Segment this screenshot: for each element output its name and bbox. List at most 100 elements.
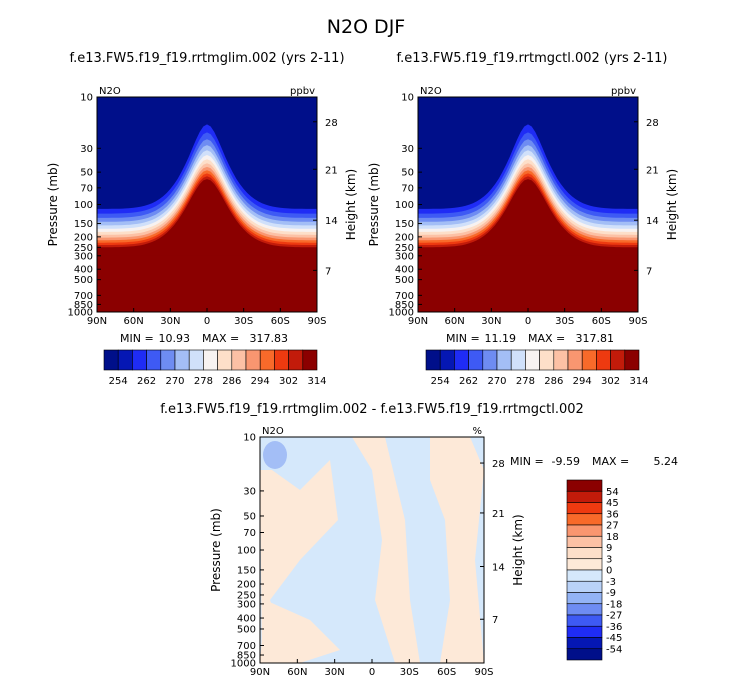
left-ylabel: Pressure (mb) bbox=[46, 163, 60, 247]
diff-colorbar-cell bbox=[566, 558, 603, 571]
left-colorbar-cell bbox=[146, 349, 162, 371]
right-y-tick-label: 700 bbox=[395, 291, 414, 302]
diff-x-tick-label: 90N bbox=[250, 667, 270, 678]
right-colorbar-label: 254 bbox=[431, 376, 450, 387]
diff-ylabel-right: Height (km) bbox=[511, 514, 525, 585]
left-colorbar-cell bbox=[288, 349, 304, 371]
right-colorbar-label: 294 bbox=[573, 376, 592, 387]
diff-colorbar-cell bbox=[566, 625, 603, 638]
left-troposphere-band bbox=[97, 255, 317, 312]
diff-field-label: N2O bbox=[262, 426, 284, 437]
right-colorbar-label: 314 bbox=[629, 376, 648, 387]
left-ylabel-right: Height (km) bbox=[344, 169, 358, 240]
diff-positive-region bbox=[260, 460, 338, 662]
diff-colorbar-cell bbox=[566, 569, 603, 582]
diff-x-tick-label: 90S bbox=[474, 667, 493, 678]
diff-x-tick-label: 30N bbox=[325, 667, 345, 678]
left-x-tick-label: 90N bbox=[87, 316, 107, 327]
diff-colorbar-cell bbox=[566, 502, 603, 515]
right-colorbar-label: 286 bbox=[544, 376, 563, 387]
left-colorbar-cell bbox=[231, 349, 247, 371]
diff-max-value: 5.24 bbox=[654, 455, 679, 468]
diff-negative-patch bbox=[263, 441, 287, 469]
left-x-tick-label: 30S bbox=[234, 316, 253, 327]
diff-colorbar-cell bbox=[566, 524, 603, 537]
left-colorbar-label: 270 bbox=[165, 376, 184, 387]
left-min-label: MIN = bbox=[120, 332, 154, 345]
right-colorbar-label: 278 bbox=[516, 376, 535, 387]
diff-y-tick-label: 500 bbox=[237, 624, 256, 635]
right-colorbar-cell bbox=[596, 349, 611, 371]
diff-colorbar-cell bbox=[566, 513, 603, 526]
right-ylabel-right: Height (km) bbox=[665, 169, 679, 240]
left-y-tick-label: 1000 bbox=[68, 308, 93, 319]
left-colorbar-cell bbox=[259, 349, 275, 371]
right-field-label: N2O bbox=[420, 86, 442, 97]
diff-colorbar-label: 0 bbox=[606, 566, 612, 577]
diff-colorbar-label: 9 bbox=[606, 543, 612, 554]
right-ylabel: Pressure (mb) bbox=[367, 163, 381, 247]
diff-colorbar-label: -54 bbox=[606, 644, 622, 655]
diff-y-tick-label: 250 bbox=[237, 590, 256, 601]
diff-colorbar-label: -45 bbox=[606, 633, 622, 644]
panel-left: f.e13.FW5.f19_f19.rrtmglim.002 (yrs 2-11… bbox=[46, 51, 358, 387]
left-yr-tick-label: 7 bbox=[325, 266, 331, 277]
diff-x-tick-label: 60S bbox=[437, 667, 456, 678]
diff-title: f.e13.FW5.f19_f19.rrtmglim.002 - f.e13.F… bbox=[160, 402, 584, 417]
left-x-tick-label: 0 bbox=[204, 316, 210, 327]
diff-units-label: % bbox=[472, 426, 482, 437]
right-colorbar-cell bbox=[624, 349, 640, 371]
left-colorbar-label: 302 bbox=[279, 376, 298, 387]
diff-y-tick-label: 700 bbox=[237, 641, 256, 652]
right-y-tick-label: 300 bbox=[395, 251, 414, 262]
diff-colorbar-cell bbox=[566, 490, 603, 503]
right-x-tick-label: 30N bbox=[481, 316, 501, 327]
left-yr-tick-label: 14 bbox=[325, 216, 338, 227]
right-y-tick-label: 400 bbox=[395, 265, 414, 276]
diff-colorbar-label: 36 bbox=[606, 509, 619, 520]
left-colorbar-cell bbox=[274, 349, 289, 371]
right-y-tick-label: 500 bbox=[395, 275, 414, 286]
panel-diff-plot-area: 90N 60N 30N 0 30S 60S 90S103050701001502002503… bbox=[209, 426, 678, 678]
diff-colorbar-cell bbox=[566, 535, 603, 548]
diff-colorbar-cell bbox=[566, 479, 603, 492]
diff-colorbar-label: -27 bbox=[606, 611, 622, 622]
left-colorbar-cell bbox=[132, 349, 147, 371]
diff-colorbar-cell bbox=[566, 592, 603, 605]
right-max-value: 317.81 bbox=[576, 332, 615, 345]
right-x-tick-label: 90S bbox=[628, 316, 647, 327]
diff-colorbar-label: -36 bbox=[606, 622, 622, 633]
right-colorbar-cell bbox=[439, 349, 455, 371]
left-colorbar-cell bbox=[188, 349, 204, 371]
left-y-tick-label: 10 bbox=[80, 93, 93, 104]
left-y-tick-label: 700 bbox=[74, 291, 93, 302]
diff-positive-region bbox=[430, 437, 484, 663]
left-colorbar-label: 286 bbox=[222, 376, 241, 387]
left-colorbar-cell bbox=[245, 349, 261, 371]
right-colorbar-cell bbox=[610, 349, 626, 371]
right-y-tick-label: 100 bbox=[395, 200, 414, 211]
left-colorbar-label: 262 bbox=[137, 376, 156, 387]
left-y-tick-label: 850 bbox=[74, 300, 93, 311]
right-x-tick-label: 60S bbox=[592, 316, 611, 327]
right-colorbar-cell bbox=[496, 349, 512, 371]
right-y-tick-label: 70 bbox=[401, 183, 414, 194]
diff-x-tick-label: 60N bbox=[287, 667, 307, 678]
left-colorbar-cell bbox=[117, 349, 133, 371]
left-units-label: ppbv bbox=[290, 86, 315, 97]
diff-yr-tick-label: 21 bbox=[492, 509, 505, 520]
right-y-tick-label: 850 bbox=[395, 300, 414, 311]
right-y-tick-label: 150 bbox=[395, 219, 414, 230]
diff-positive-region bbox=[260, 600, 340, 663]
diff-yr-tick-label: 28 bbox=[492, 459, 505, 470]
diff-ylabel: Pressure (mb) bbox=[209, 508, 223, 592]
panel-left-title: f.e13.FW5.f19_f19.rrtmglim.002 (yrs 2-11… bbox=[69, 51, 344, 66]
right-colorbar-cell bbox=[482, 349, 498, 371]
diff-y-tick-label: 100 bbox=[237, 546, 256, 557]
left-yr-tick-label: 28 bbox=[325, 118, 338, 129]
right-x-tick-label: 60N bbox=[445, 316, 465, 327]
diff-y-tick-label: 850 bbox=[237, 651, 256, 662]
right-colorbar-cell bbox=[425, 349, 441, 371]
right-colorbar-label: 270 bbox=[487, 376, 506, 387]
left-field-label: N2O bbox=[99, 86, 121, 97]
